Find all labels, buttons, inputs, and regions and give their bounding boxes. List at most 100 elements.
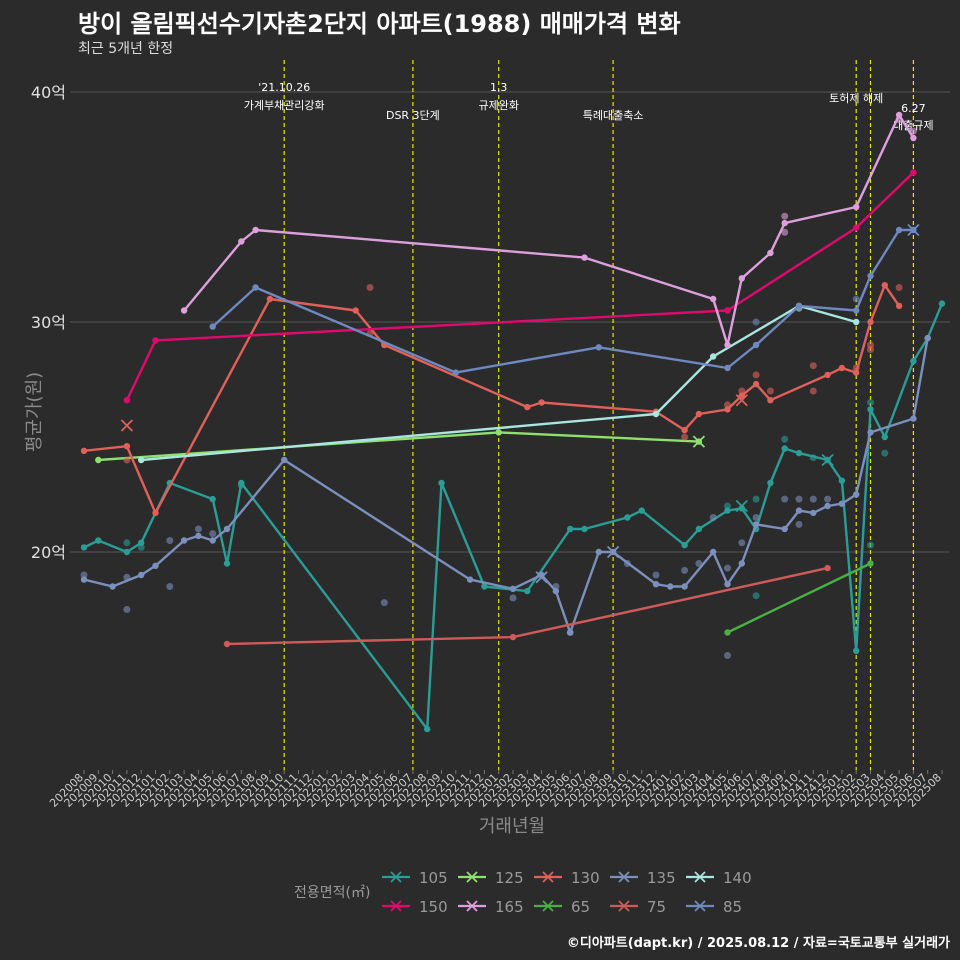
data-point-135 <box>166 583 174 590</box>
line-point-165 <box>767 249 774 257</box>
data-point-130 <box>809 362 817 370</box>
line-point-165 <box>238 238 245 245</box>
x-marker-130 <box>120 419 134 432</box>
line-point-165 <box>252 226 259 234</box>
line-point-105 <box>438 479 445 487</box>
data-point-105 <box>752 495 760 503</box>
line-point-165 <box>180 307 188 314</box>
data-point-135 <box>709 514 717 521</box>
line-point-165 <box>895 111 903 119</box>
line-point-105 <box>138 539 145 546</box>
line-point-165 <box>853 203 860 211</box>
line-point-105 <box>524 587 531 595</box>
data-point-135 <box>724 652 731 659</box>
x-marker-105 <box>821 453 834 467</box>
chart-title: 방이 올림픽선수기자촌2단지 아파트(1988) 매매가격 변화 <box>78 10 681 38</box>
legend-label-135: 135 <box>647 869 676 887</box>
data-point-135 <box>752 514 760 521</box>
line-point-130 <box>524 403 531 411</box>
data-point-165 <box>909 127 917 135</box>
legend-label-165: 165 <box>495 898 524 916</box>
line-point-130 <box>123 443 131 450</box>
legend-key-marker-65 <box>542 900 554 912</box>
line-point-105 <box>95 537 102 544</box>
chart-subtitle: 최근 5개년 한정 <box>78 41 174 57</box>
legend-label-85: 85 <box>723 898 742 916</box>
source-caption: ©디아파트(dapt.kr) / 2025.08.12 / 자료=국토교통부 실… <box>566 936 950 951</box>
x-marker-135 <box>535 571 548 584</box>
line-point-105 <box>681 541 688 549</box>
data-point-130 <box>766 387 774 395</box>
line-point-135 <box>681 583 688 590</box>
data-point-135 <box>695 560 703 567</box>
data-point-135 <box>681 566 689 574</box>
line-point-135 <box>867 429 874 436</box>
line-point-135 <box>810 509 817 517</box>
line-point-105 <box>724 507 731 514</box>
legend-label-75: 75 <box>647 898 666 916</box>
data-point-135 <box>652 571 660 579</box>
data-point-105 <box>752 592 760 600</box>
data-point-85 <box>852 295 860 303</box>
line-point-135 <box>824 502 831 510</box>
data-point-130 <box>867 346 874 354</box>
series-line-65 <box>726 562 872 634</box>
line-point-105 <box>424 725 431 733</box>
line-point-105 <box>223 560 231 567</box>
line-point-130 <box>152 509 159 517</box>
data-point-135 <box>194 525 202 533</box>
line-point-105 <box>838 477 846 484</box>
line-point-135 <box>795 507 803 514</box>
event-label: 6.27 <box>901 102 926 115</box>
event-label: '21.10.26 <box>258 81 310 94</box>
data-point-135 <box>80 571 88 579</box>
legend-key-marker-140 <box>694 871 706 883</box>
line-point-105 <box>209 495 216 503</box>
line-point-150 <box>853 224 860 231</box>
line-point-140 <box>710 353 717 360</box>
line-point-135 <box>138 571 145 579</box>
line-point-85 <box>867 272 874 280</box>
line-point-130 <box>538 399 545 406</box>
data-point-105 <box>123 539 131 547</box>
line-point-135 <box>924 334 931 342</box>
data-point-135 <box>824 495 832 503</box>
line-point-135 <box>195 532 202 540</box>
data-point-165 <box>781 228 789 236</box>
line-point-130 <box>824 371 831 379</box>
y-axis-title: 평균가(원) <box>24 372 45 452</box>
x-marker-125 <box>692 435 706 448</box>
line-point-105 <box>638 507 645 514</box>
line-point-135 <box>466 576 474 583</box>
line-point-105 <box>781 445 788 452</box>
series-line-165 <box>183 113 915 347</box>
event-label: 규제완화 <box>478 99 518 112</box>
line-point-130 <box>881 282 888 289</box>
x-axis-title: 거래년월 <box>479 816 545 837</box>
legend-key-marker-85 <box>694 900 706 912</box>
line-point-150 <box>123 397 131 404</box>
line-point-125 <box>95 456 102 464</box>
line-point-140 <box>138 456 145 464</box>
y-tick-label: 40억 <box>31 83 66 102</box>
data-point-105 <box>867 399 874 406</box>
legend-key-marker-125 <box>466 871 478 883</box>
data-point-135 <box>509 594 517 602</box>
series-line-75 <box>226 566 828 646</box>
legend-label-65: 65 <box>571 898 590 916</box>
data-point-135 <box>781 495 789 503</box>
legend-key-marker-135 <box>618 871 630 883</box>
data-point-105 <box>137 543 145 551</box>
y-tick-label: 30억 <box>31 313 66 332</box>
line-point-135 <box>180 537 188 544</box>
line-point-85 <box>795 302 803 310</box>
line-point-130 <box>738 392 745 399</box>
line-point-130 <box>838 364 846 372</box>
line-point-75 <box>223 640 231 648</box>
line-point-85 <box>452 369 459 376</box>
x-marker-135 <box>606 545 620 559</box>
line-point-165 <box>910 134 917 142</box>
data-point-135 <box>809 495 817 503</box>
line-point-140 <box>853 318 860 326</box>
